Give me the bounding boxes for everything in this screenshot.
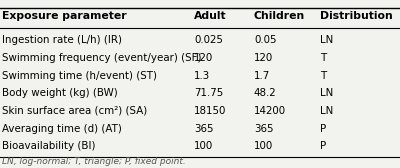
Text: T: T (320, 71, 326, 81)
Text: 0.05: 0.05 (254, 35, 276, 45)
Text: 48.2: 48.2 (254, 88, 277, 98)
Text: Children: Children (254, 11, 305, 21)
Text: 71.75: 71.75 (194, 88, 223, 98)
Text: P: P (320, 123, 326, 134)
Text: Ingestion rate (L/h) (IR): Ingestion rate (L/h) (IR) (2, 35, 122, 45)
Text: P: P (320, 141, 326, 151)
Text: Swimming frequency (event/year) (SF): Swimming frequency (event/year) (SF) (2, 53, 202, 63)
Text: LN: LN (320, 35, 333, 45)
Text: Averaging time (d) (AT): Averaging time (d) (AT) (2, 123, 122, 134)
Text: LN: LN (320, 106, 333, 116)
Text: Exposure parameter: Exposure parameter (2, 11, 127, 21)
Text: 365: 365 (254, 123, 274, 134)
Text: 18150: 18150 (194, 106, 226, 116)
Text: 100: 100 (254, 141, 273, 151)
Text: Bioavailability (BI): Bioavailability (BI) (2, 141, 96, 151)
Text: LN, log-normal; T, triangle; P, fixed point.: LN, log-normal; T, triangle; P, fixed po… (2, 157, 186, 166)
Text: 0.025: 0.025 (194, 35, 223, 45)
Text: Distribution: Distribution (320, 11, 393, 21)
Text: Body weight (kg) (BW): Body weight (kg) (BW) (2, 88, 118, 98)
Text: LN: LN (320, 88, 333, 98)
Text: 14200: 14200 (254, 106, 286, 116)
Text: Adult: Adult (194, 11, 227, 21)
Text: 365: 365 (194, 123, 214, 134)
Text: 1.3: 1.3 (194, 71, 210, 81)
Text: Swimming time (h/event) (ST): Swimming time (h/event) (ST) (2, 71, 157, 81)
Text: Skin surface area (cm²) (SA): Skin surface area (cm²) (SA) (2, 106, 147, 116)
Text: T: T (320, 53, 326, 63)
Text: 120: 120 (254, 53, 273, 63)
Text: 1.7: 1.7 (254, 71, 270, 81)
Text: 120: 120 (194, 53, 213, 63)
Text: 100: 100 (194, 141, 213, 151)
